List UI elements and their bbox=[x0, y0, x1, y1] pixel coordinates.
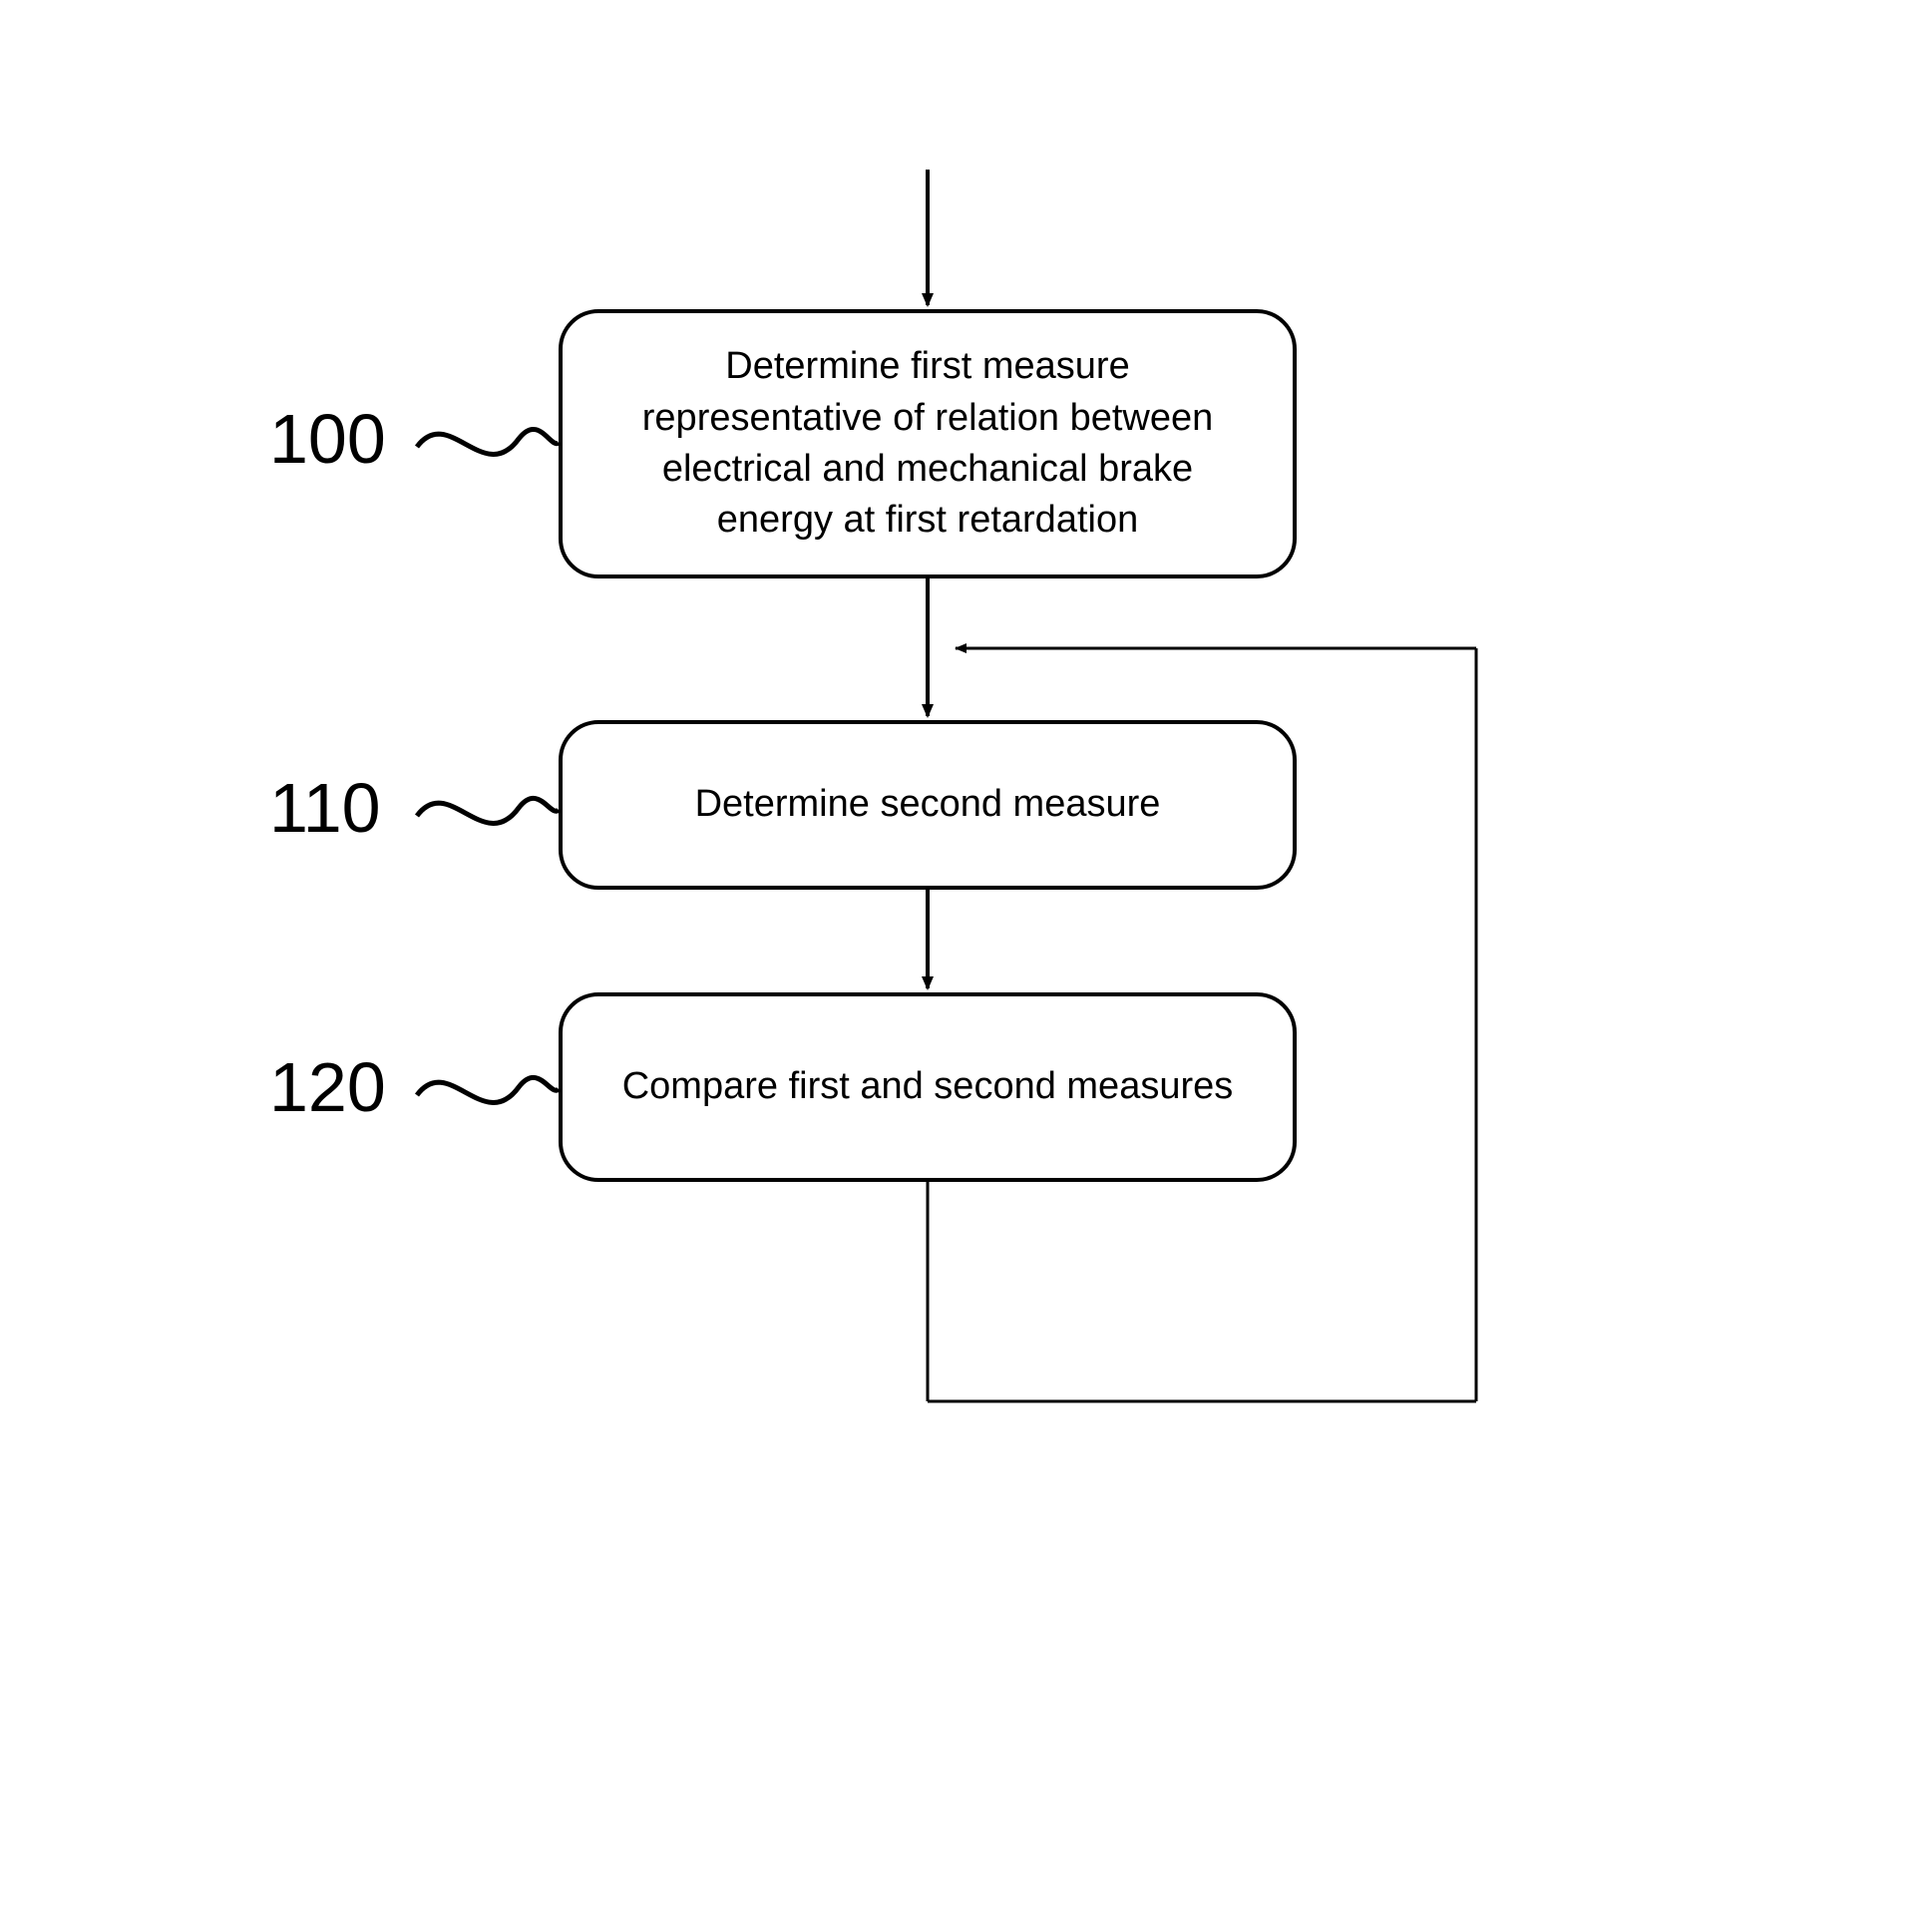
squiggle-110 bbox=[417, 798, 559, 823]
step-100-text: Determine first measure representative o… bbox=[602, 341, 1253, 546]
label-110: 110 bbox=[269, 768, 381, 848]
step-110-text: Determine second measure bbox=[695, 779, 1161, 830]
step-100-box: Determine first measure representative o… bbox=[559, 309, 1297, 578]
step-110-box: Determine second measure bbox=[559, 720, 1297, 890]
step-120-box: Compare first and second measures bbox=[559, 992, 1297, 1182]
label-100: 100 bbox=[269, 399, 386, 479]
step-120-text: Compare first and second measures bbox=[622, 1061, 1234, 1112]
connectors-layer bbox=[0, 0, 1932, 1914]
flowchart-canvas: Determine first measure representative o… bbox=[0, 0, 1932, 1914]
squiggle-100 bbox=[417, 429, 559, 454]
squiggle-120 bbox=[417, 1077, 559, 1102]
label-120: 120 bbox=[269, 1047, 386, 1127]
